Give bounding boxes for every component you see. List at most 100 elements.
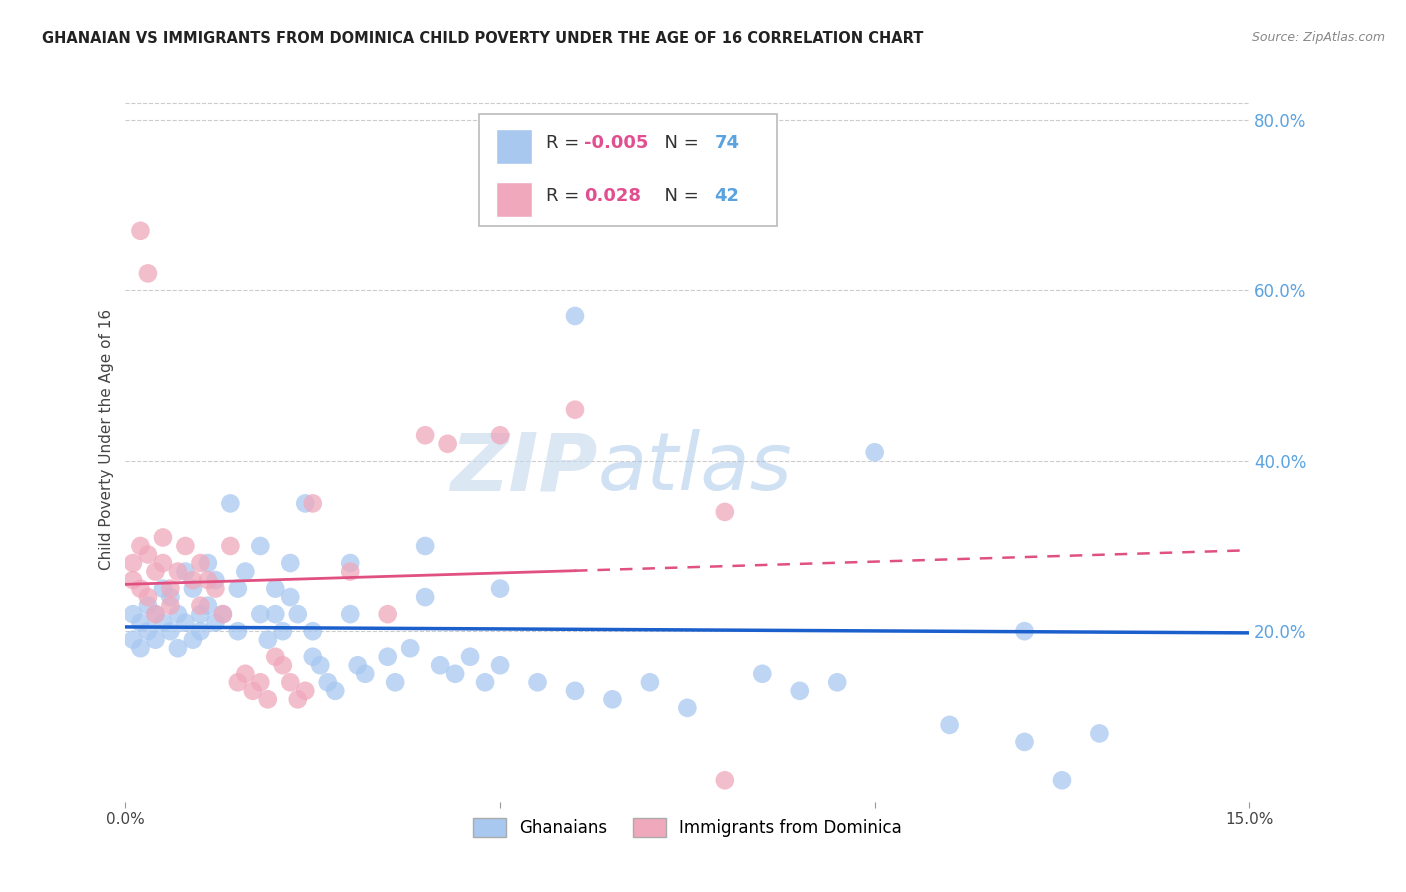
Point [152,615,174,630]
Point [714,505,737,519]
Point [129,641,152,656]
FancyBboxPatch shape [496,182,533,217]
Point [264,649,287,664]
Point [323,683,346,698]
Point [145,607,167,622]
Point [190,599,212,613]
Point [197,556,219,570]
FancyBboxPatch shape [496,129,533,164]
Text: N =: N = [652,134,704,152]
Point [159,582,181,596]
Point [256,692,278,706]
Point [377,607,399,622]
Point [167,565,190,579]
Point [181,582,204,596]
Text: -0.005: -0.005 [583,134,648,152]
Point [226,624,249,639]
Point [399,641,422,656]
Point [602,692,624,706]
Point [129,224,152,238]
Point [190,556,212,570]
Point [181,573,204,587]
Point [339,556,361,570]
Text: R =: R = [546,186,585,204]
Point [136,624,159,639]
Point [122,632,145,647]
Point [152,531,174,545]
Point [145,607,167,622]
Point [264,582,287,596]
Point [152,582,174,596]
Point [789,683,811,698]
Point [564,309,586,323]
Point [638,675,661,690]
Point [129,539,152,553]
Point [122,573,145,587]
FancyBboxPatch shape [479,113,778,226]
Point [278,675,301,690]
Point [197,599,219,613]
Point [301,649,323,664]
Point [1014,624,1036,639]
Point [377,649,399,664]
Point [249,675,271,690]
Point [413,590,436,604]
Point [863,445,886,459]
Text: N =: N = [652,186,704,204]
Point [233,666,256,681]
Point [181,632,204,647]
Text: 0.028: 0.028 [583,186,641,204]
Point [129,615,152,630]
Point [489,428,512,442]
Point [489,658,512,673]
Point [309,658,332,673]
Point [751,666,773,681]
Text: 42: 42 [714,186,740,204]
Legend: Ghanaians, Immigrants from Dominica: Ghanaians, Immigrants from Dominica [467,812,908,844]
Point [226,675,249,690]
Point [204,582,226,596]
Point [159,624,181,639]
Point [159,599,181,613]
Point [474,675,496,690]
Point [197,573,219,587]
Point [339,565,361,579]
Point [122,607,145,622]
Point [458,649,481,664]
Point [676,701,699,715]
Point [152,556,174,570]
Point [354,666,377,681]
Point [287,607,309,622]
Point [129,582,152,596]
Point [1014,735,1036,749]
Point [429,658,451,673]
Point [159,590,181,604]
Point [526,675,548,690]
Text: ZIP: ZIP [450,429,598,508]
Point [301,496,323,510]
Point [249,607,271,622]
Y-axis label: Child Poverty Under the Age of 16: Child Poverty Under the Age of 16 [100,309,114,570]
Point [233,565,256,579]
Point [346,658,368,673]
Point [145,632,167,647]
Point [413,539,436,553]
Point [301,624,323,639]
Point [264,607,287,622]
Point [174,565,197,579]
Point [219,539,242,553]
Point [287,692,309,706]
Point [413,428,436,442]
Point [167,641,190,656]
Point [271,624,294,639]
Point [271,658,294,673]
Point [1050,773,1073,788]
Text: GHANAIAN VS IMMIGRANTS FROM DOMINICA CHILD POVERTY UNDER THE AGE OF 16 CORRELATI: GHANAIAN VS IMMIGRANTS FROM DOMINICA CHI… [42,31,924,46]
Text: R =: R = [546,134,585,152]
Point [444,666,467,681]
Point [564,402,586,417]
Point [938,718,960,732]
Point [825,675,848,690]
Point [145,565,167,579]
Point [489,582,512,596]
